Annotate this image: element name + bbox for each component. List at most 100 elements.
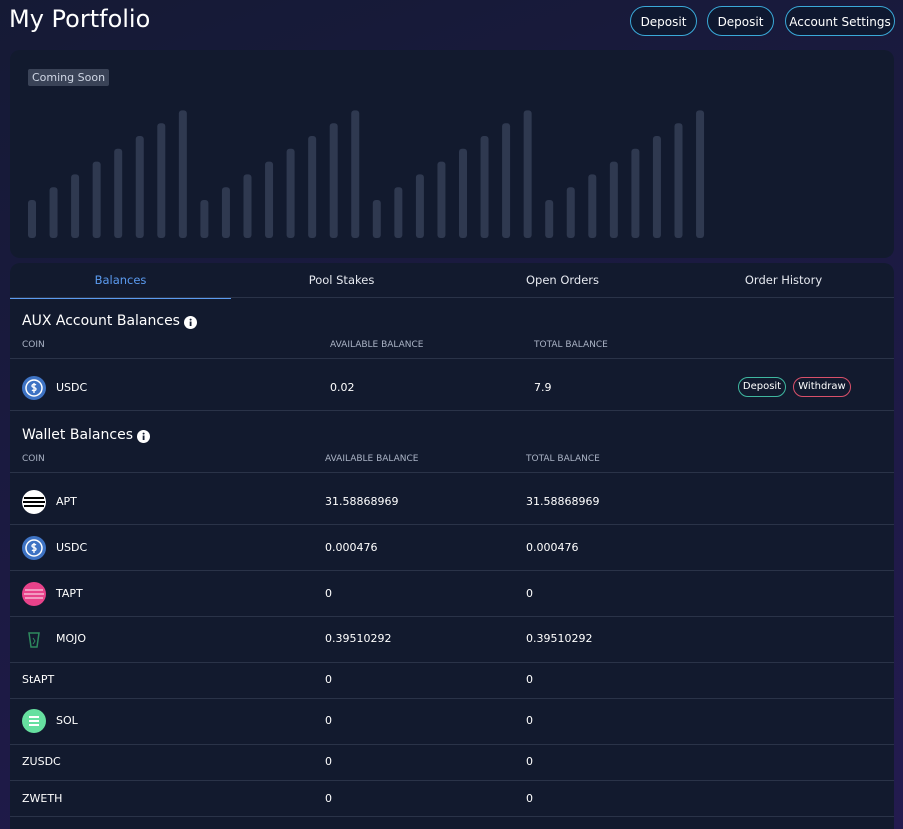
- balance: 0: [325, 587, 332, 600]
- divider: [10, 297, 894, 298]
- tab[interactable]: Order History: [744, 273, 823, 287]
- placeholder-bar: [459, 148, 467, 238]
- coin-name: USDC: [56, 381, 88, 394]
- deposit-button[interactable]: Deposit: [630, 6, 697, 36]
- divider: [10, 698, 894, 699]
- tab[interactable]: Pool Stakes: [308, 273, 375, 287]
- balance: 0: [325, 714, 332, 727]
- info-icon[interactable]: [183, 316, 197, 329]
- placeholder-bar: [372, 200, 381, 238]
- divider: [10, 780, 894, 781]
- placeholder-bar: [71, 174, 80, 238]
- coin-name: StAPT: [22, 673, 55, 686]
- chart-panel: Coming Soon: [10, 50, 894, 258]
- column-header: AVAILABLE BALANCE: [325, 454, 419, 464]
- divider: [10, 616, 894, 617]
- coin-name: ZUSDC: [22, 755, 61, 768]
- placeholder-bar: [308, 136, 317, 238]
- page-title: My Portfolio: [9, 5, 151, 33]
- divider: [10, 524, 894, 525]
- coin-icon: [28, 632, 40, 648]
- coin-name: MOJO: [56, 632, 87, 645]
- placeholder-bar: [243, 174, 252, 238]
- column-header: TOTAL BALANCE: [534, 340, 608, 350]
- balance: 0: [526, 673, 533, 686]
- placeholder-bar: [523, 110, 532, 238]
- balance: 0.000476: [526, 541, 579, 554]
- divider: [10, 816, 894, 817]
- placeholder-bar: [437, 161, 446, 238]
- section-title: Wallet Balances: [22, 427, 133, 443]
- deposit-button[interactable]: Deposit: [738, 377, 786, 397]
- placeholder-bar: [588, 174, 597, 238]
- placeholder-bar: [351, 110, 360, 238]
- placeholder-bar: [265, 161, 274, 238]
- coin-icon: [22, 376, 46, 400]
- divider: [10, 570, 894, 571]
- placeholder-bar: [609, 161, 618, 238]
- divider: [10, 358, 894, 359]
- coin-icon: [22, 709, 46, 733]
- coin-name: ZWETH: [22, 792, 63, 805]
- tab[interactable]: Open Orders: [525, 273, 600, 287]
- balance: 31.58868969: [526, 495, 600, 508]
- balance: 0: [325, 792, 332, 805]
- placeholder-bar: [329, 123, 338, 238]
- placeholder-bar: [566, 187, 575, 238]
- balance: 0: [526, 714, 533, 727]
- placeholder-bar: [415, 174, 424, 238]
- placeholder-bar: [502, 123, 511, 238]
- placeholder-bar: [114, 148, 123, 238]
- balance: 0: [526, 792, 533, 805]
- balances-panel: Balances Pool Stakes Open Orders Order Hist…: [10, 263, 894, 829]
- withdraw-button[interactable]: Withdraw: [793, 377, 851, 397]
- placeholder-bar: [157, 123, 166, 238]
- info-icon[interactable]: [137, 430, 150, 443]
- placeholder-bar: [135, 136, 144, 238]
- balance: 0.39510292: [325, 632, 392, 645]
- placeholder-bar: [674, 123, 683, 238]
- section-title: AUX Account Balances: [22, 313, 180, 329]
- placeholder-bar: [221, 187, 230, 238]
- placeholder-bar: [92, 161, 101, 238]
- coin-icon: [22, 582, 46, 606]
- column-header: TOTAL BALANCE: [526, 454, 600, 464]
- placeholder-bar: [652, 136, 661, 238]
- divider: [10, 744, 894, 745]
- column-header: COIN: [22, 454, 45, 464]
- coin-name: USDC: [56, 541, 88, 554]
- balance: 0.000476: [325, 541, 378, 554]
- placeholder-bar: [286, 148, 295, 238]
- balance: 0.02: [330, 381, 355, 394]
- placeholder-bar: [200, 200, 209, 238]
- placeholder-bar: [28, 200, 36, 238]
- balance: 0: [325, 755, 332, 768]
- divider: [10, 662, 894, 663]
- balance: 0: [526, 587, 533, 600]
- balance: 31.58868969: [325, 495, 399, 508]
- divider: [10, 410, 894, 411]
- coin-name: TAPT: [56, 587, 83, 600]
- placeholder-chart: [28, 110, 705, 238]
- placeholder-bar: [480, 136, 489, 238]
- placeholder-bar: [545, 200, 554, 238]
- placeholder-bar: [631, 148, 640, 238]
- coin-icon: [22, 490, 46, 514]
- placeholder-bar: [49, 187, 58, 238]
- tab[interactable]: Balances: [10, 263, 231, 299]
- column-header: AVAILABLE BALANCE: [330, 340, 424, 350]
- divider: [10, 472, 894, 473]
- balance: 0: [526, 755, 533, 768]
- coming-soon-badge: Coming Soon: [28, 69, 110, 86]
- account-settings-button[interactable]: Account Settings: [785, 6, 895, 36]
- placeholder-bar: [696, 110, 705, 238]
- column-header: COIN: [22, 340, 45, 350]
- deposit-button[interactable]: Deposit: [707, 6, 774, 36]
- placeholder-bar: [178, 110, 187, 238]
- coin-icon: [22, 536, 46, 560]
- balance: 7.9: [534, 381, 552, 394]
- balance: 0.39510292: [526, 632, 593, 645]
- coin-name: SOL: [56, 714, 78, 727]
- balance: 0: [325, 673, 332, 686]
